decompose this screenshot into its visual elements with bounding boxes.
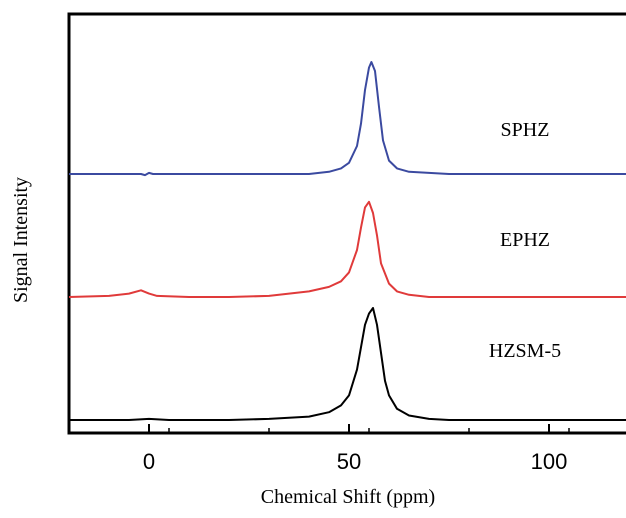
- series-label-ephz: EPHZ: [500, 229, 550, 251]
- x-axis-label: Chemical Shift (ppm): [261, 486, 435, 508]
- series-label-hzsm-5: HZSM-5: [489, 340, 561, 362]
- series-group: [68, 61, 626, 421]
- x-tick-label-2: 100: [531, 449, 568, 474]
- y-axis-label: Signal Intensity: [10, 177, 32, 303]
- series-line-ephz: [68, 200, 626, 298]
- x-tick-label-1: 50: [337, 449, 361, 474]
- x-ticks: 0 50 100: [68, 424, 570, 474]
- plot-frame: [67, 12, 626, 435]
- series-line-sphz: [69, 61, 626, 177]
- x-tick-label-0: 0: [143, 449, 155, 474]
- series-label-sphz: SPHZ: [501, 119, 550, 141]
- series-line-hzsm-5: [69, 307, 626, 421]
- series-labels: SPHZ EPHZ HZSM-5: [489, 119, 561, 362]
